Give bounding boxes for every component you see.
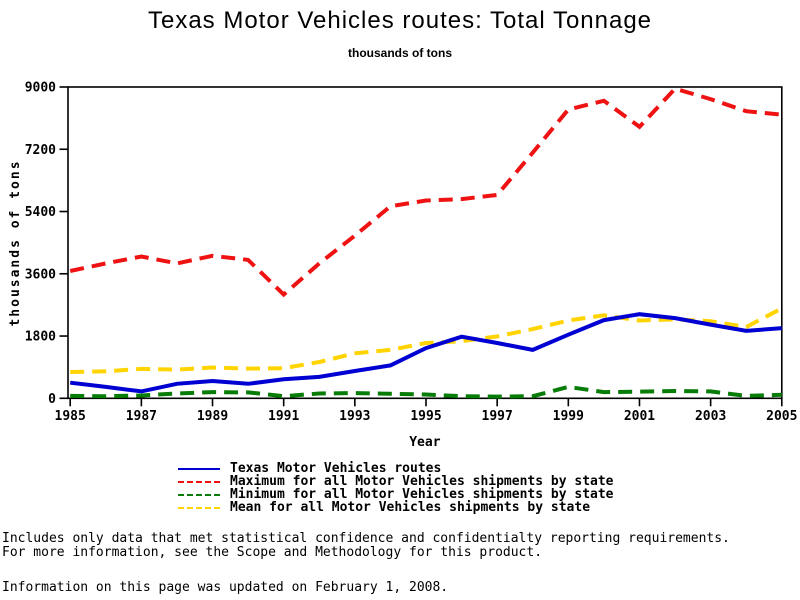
x-tick-label: 1987 (126, 409, 157, 424)
legend-label: Minimum for all Motor Vehicles shipments… (230, 487, 614, 502)
plot-frame (67, 86, 783, 400)
chart-canvas: 0 1800 3600 5400 7200 9000 1985 1987 1989 1991 199… (8, 81, 798, 451)
legend-item: Maximum for all Motor Vehicles shipments… (178, 474, 614, 489)
y-axis-title: thousands of tons (8, 159, 23, 326)
y-tick-label: 1800 (25, 330, 56, 345)
legend-line-swatch (178, 493, 220, 496)
chart-legend: Texas Motor Vehicles routes Maximum for … (178, 461, 614, 515)
legend-label: Texas Motor Vehicles routes (230, 461, 442, 476)
x-tick-label: 1991 (268, 409, 299, 424)
y-tick-label: 3600 (25, 267, 56, 282)
x-tick-label: 1985 (55, 409, 86, 424)
legend-label: Maximum for all Motor Vehicles shipments… (230, 474, 614, 489)
x-tick-label: 1997 (482, 409, 513, 424)
footer-note: Includes only data that met statistical … (2, 532, 730, 560)
y-tick-label: 9000 (25, 81, 56, 96)
x-axis-title: Year (409, 435, 440, 450)
x-tick-label: 1989 (197, 409, 228, 424)
legend-item: Minimum for all Motor Vehicles shipments… (178, 487, 614, 502)
legend-line-swatch (178, 506, 220, 509)
legend-line-swatch (178, 467, 220, 470)
footer-line-2: For more information, see the Scope and … (2, 545, 543, 560)
chart-subtitle: thousands of tons (348, 46, 452, 60)
series-line-0 (69, 312, 782, 394)
footer-line-1: Includes only data that met statistical … (2, 531, 730, 546)
axis-ticks: 0 1800 3600 5400 7200 9000 1985 1987 1989 1991 199… (25, 81, 798, 425)
series-line-1 (69, 86, 782, 298)
legend-item: Mean for all Motor Vehicles shipments by… (178, 500, 614, 515)
x-tick-label: 1993 (339, 409, 370, 424)
x-tick-label: 2005 (766, 409, 797, 424)
x-tick-label: 2003 (695, 409, 726, 424)
series-line-3 (70, 306, 783, 374)
footer-updated: Information on this page was updated on … (2, 580, 449, 595)
legend-label: Mean for all Motor Vehicles shipments by… (230, 500, 591, 515)
y-tick-label: 0 (48, 392, 56, 407)
chart-title: Texas Motor Vehicles routes: Total Tonna… (147, 7, 653, 34)
x-tick-label: 1999 (553, 409, 584, 424)
y-tick-label: 7200 (25, 143, 56, 158)
series-lines (69, 86, 783, 399)
series-line-2 (70, 384, 782, 399)
y-tick-label: 5400 (25, 205, 56, 220)
legend-item: Texas Motor Vehicles routes (178, 461, 614, 476)
legend-line-swatch (178, 480, 220, 483)
x-tick-label: 2001 (624, 409, 655, 424)
x-tick-label: 1995 (410, 409, 441, 424)
